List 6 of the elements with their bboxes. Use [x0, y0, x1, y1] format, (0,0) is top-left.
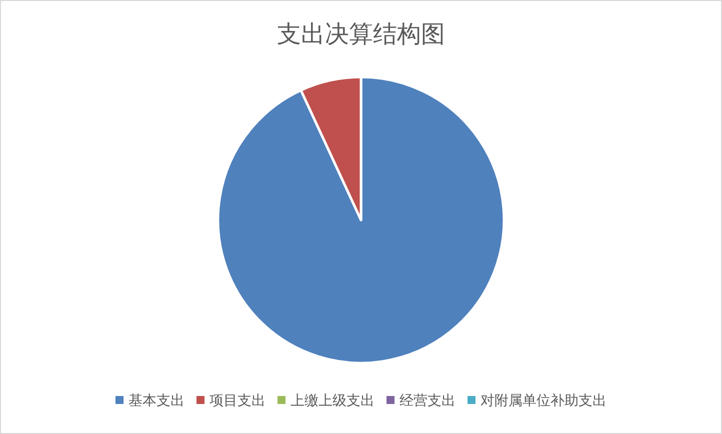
legend-label: 对附属单位补助支出	[480, 393, 606, 409]
legend-label: 上缴上级支出	[290, 393, 374, 409]
legend-label: 基本支出	[128, 393, 184, 409]
chart-title: 支出决算结构图	[277, 20, 445, 48]
legend-label: 经营支出	[400, 393, 456, 409]
legend-label: 项目支出	[210, 393, 266, 409]
